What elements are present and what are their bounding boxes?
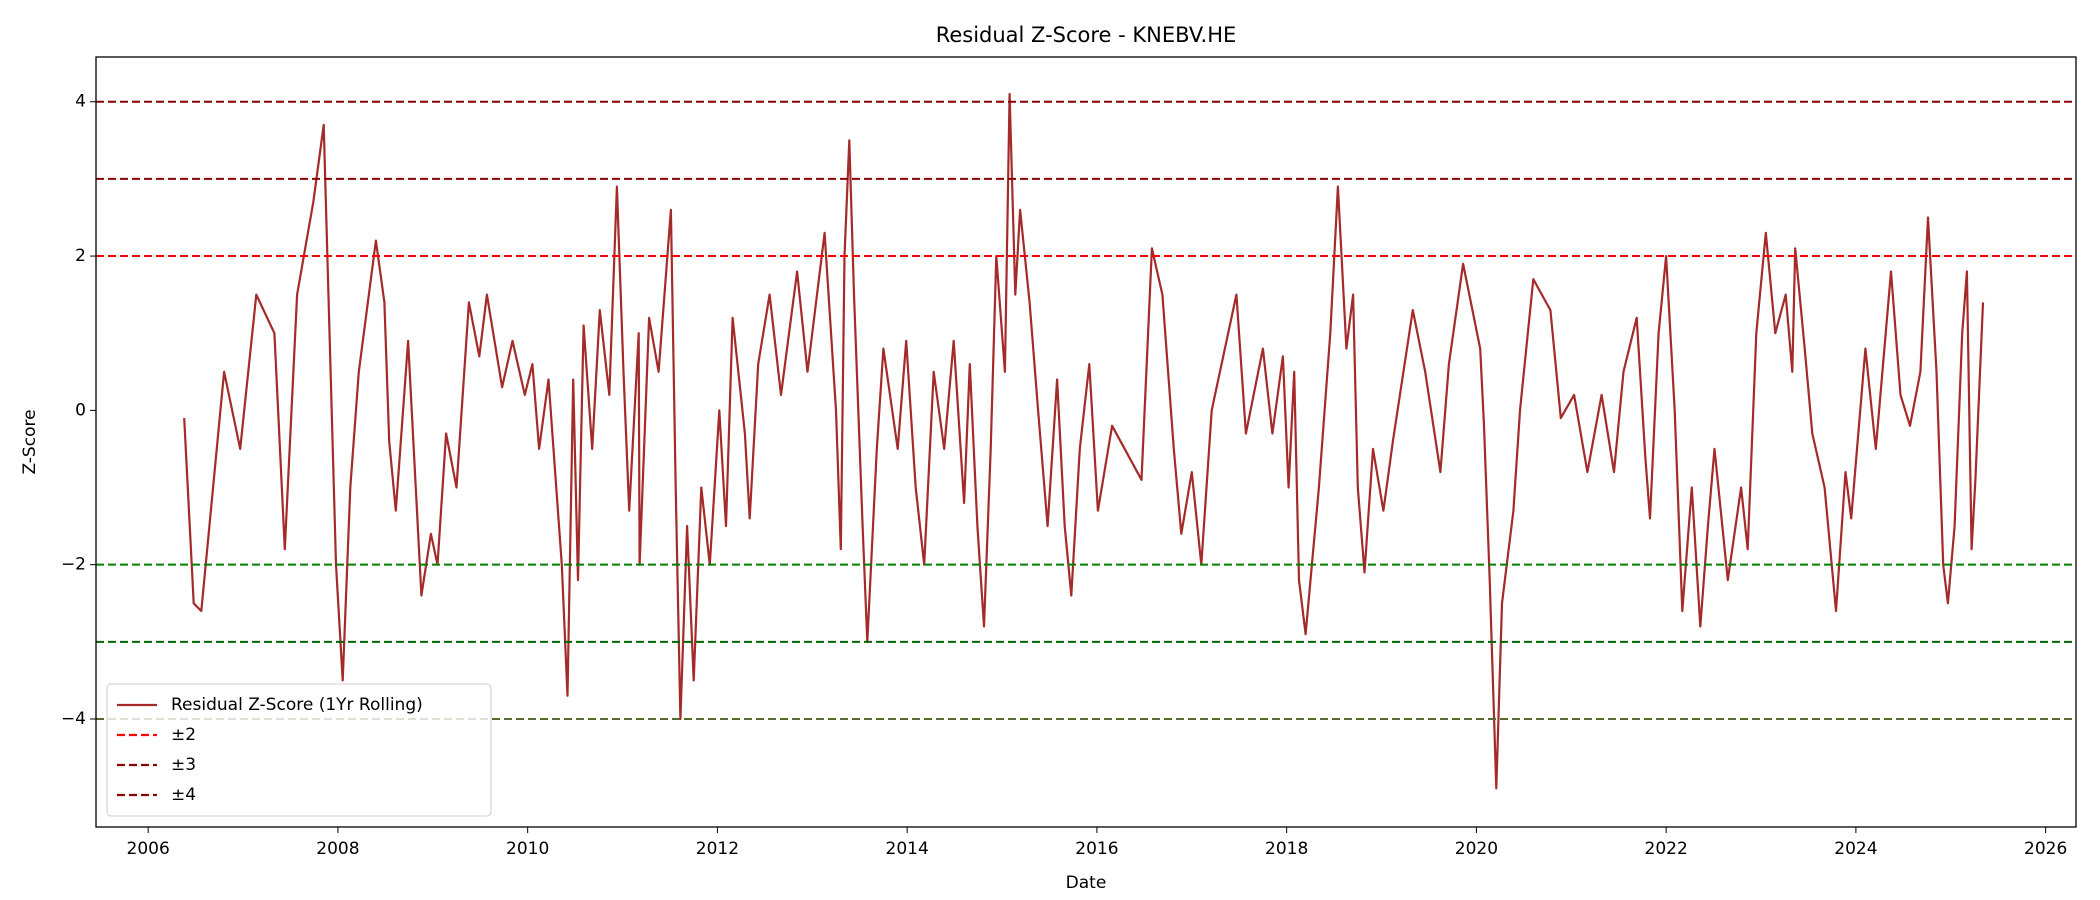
- x-tick-label: 2008: [316, 839, 359, 859]
- y-axis-label: Z-Score: [20, 409, 40, 474]
- x-tick-label: 2014: [886, 839, 929, 859]
- series-line: [183, 92, 1985, 790]
- x-tick-label: 2010: [506, 839, 549, 859]
- legend-label: ±4: [171, 785, 196, 805]
- x-tick-label: 2026: [2024, 839, 2067, 859]
- x-tick-label: 2018: [1265, 839, 1308, 859]
- y-tick-label: 2: [75, 246, 86, 266]
- x-tick-label: 2024: [1834, 839, 1877, 859]
- y-tick-label: 4: [75, 92, 86, 112]
- x-tick-label: 2012: [696, 839, 739, 859]
- legend-box: [106, 683, 492, 817]
- x-tick-label: 2006: [127, 839, 170, 859]
- y-tick-label: −4: [61, 709, 86, 729]
- plot-frame: [95, 56, 2077, 828]
- legend-label: ±2: [171, 725, 196, 745]
- x-tick-label: 2022: [1645, 839, 1688, 859]
- plot-area: [96, 92, 2076, 790]
- x-axis-label: Date: [1066, 873, 1107, 893]
- y-tick-label: −2: [61, 555, 86, 575]
- x-tick-label: 2016: [1075, 839, 1118, 859]
- legend-label: ±3: [171, 755, 196, 775]
- y-tick-label: 0: [75, 400, 86, 420]
- legend-label: Residual Z-Score (1Yr Rolling): [171, 695, 423, 715]
- chart-title: Residual Z-Score - KNEBV.HE: [936, 23, 1237, 47]
- x-tick-label: 2020: [1455, 839, 1498, 859]
